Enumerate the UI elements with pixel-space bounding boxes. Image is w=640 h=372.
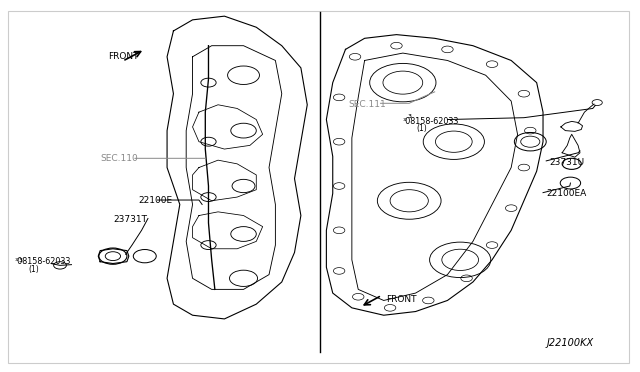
Text: SEC.110: SEC.110 [100, 154, 138, 163]
Text: 22100E: 22100E [138, 196, 173, 205]
Text: ³: ³ [19, 258, 22, 268]
Text: FRONT: FRONT [386, 295, 416, 304]
Text: J22100KX: J22100KX [547, 339, 594, 349]
Text: ³08158-62033: ³08158-62033 [403, 117, 460, 126]
Text: SEC.111: SEC.111 [349, 100, 387, 109]
Text: (1): (1) [28, 264, 39, 273]
Text: FRONT: FRONT [108, 52, 139, 61]
Text: 22100EA: 22100EA [546, 189, 586, 198]
Text: 23731U: 23731U [549, 157, 584, 167]
Text: (1): (1) [417, 124, 428, 133]
Text: ³08158-62033: ³08158-62033 [14, 257, 70, 266]
Text: ³: ³ [407, 114, 412, 124]
Text: 23731T: 23731T [113, 215, 147, 224]
